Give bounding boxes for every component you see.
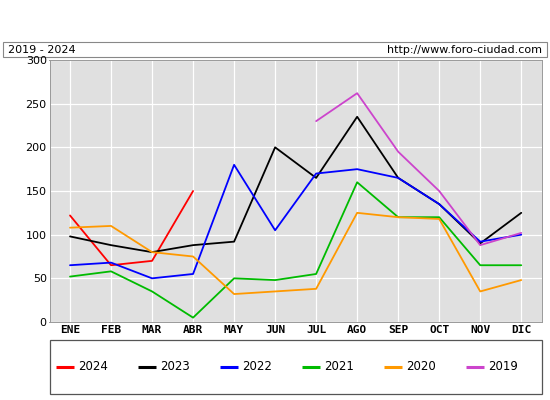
Text: 2019 - 2024: 2019 - 2024: [8, 45, 76, 55]
Text: 2019: 2019: [488, 360, 518, 374]
Text: 2023: 2023: [160, 360, 190, 374]
Text: Evolucion Nº Turistas Extranjeros en el municipio de Algarinejo: Evolucion Nº Turistas Extranjeros en el …: [45, 14, 505, 28]
Text: 2022: 2022: [243, 360, 272, 374]
Text: 2020: 2020: [406, 360, 436, 374]
Text: http://www.foro-ciudad.com: http://www.foro-ciudad.com: [387, 45, 542, 55]
Text: 2024: 2024: [78, 360, 108, 374]
Text: 2021: 2021: [324, 360, 354, 374]
